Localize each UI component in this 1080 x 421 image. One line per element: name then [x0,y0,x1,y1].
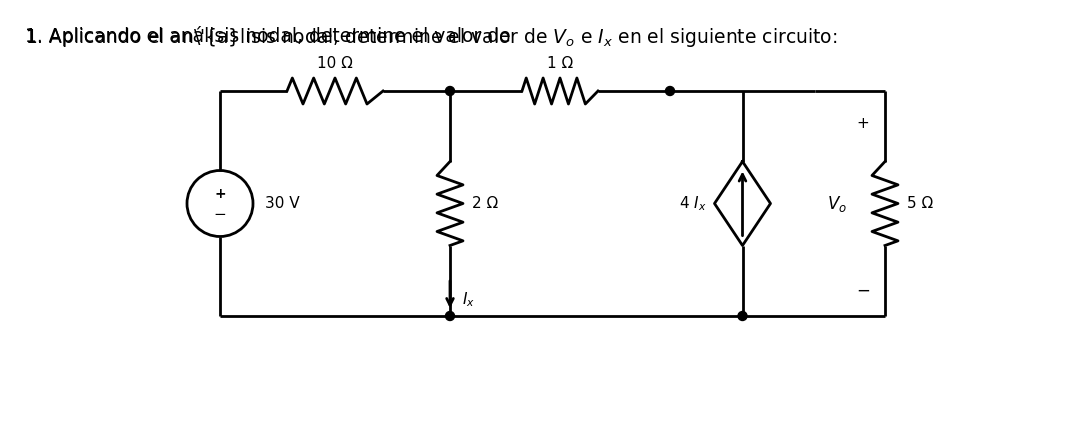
Text: $V_o$: $V_o$ [827,194,847,213]
Text: 2 Ω: 2 Ω [472,196,498,211]
Text: −: − [214,207,227,222]
Text: +: + [214,187,226,200]
Text: −: − [856,282,869,300]
Text: $I_x$: $I_x$ [462,290,475,309]
Text: 1. Aplicando el análisis nodal, determine el valor de: 1. Aplicando el análisis nodal, determin… [25,26,516,46]
Text: 5 Ω: 5 Ω [907,196,933,211]
Text: 1. Aplicando el an\'{a}lisis nodal, determine el valor de $V_o$ e $I_x$ en el si: 1. Aplicando el an\'{a}lisis nodal, dete… [25,26,837,49]
Text: 4 $I_x$: 4 $I_x$ [679,194,706,213]
Circle shape [665,86,675,96]
Circle shape [446,86,455,96]
Circle shape [446,312,455,320]
Text: +: + [856,115,869,131]
Text: 1 Ω: 1 Ω [546,56,573,71]
Text: 10 Ω: 10 Ω [318,56,353,71]
Text: 30 V: 30 V [265,196,299,211]
Circle shape [738,312,747,320]
